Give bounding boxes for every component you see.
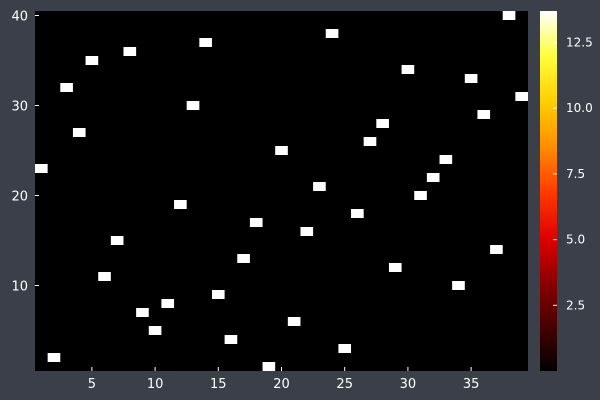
heatmap-cell — [440, 155, 453, 164]
plot-area — [35, 11, 528, 371]
heatmap-cell — [503, 11, 516, 20]
x-tick-label: 10 — [147, 377, 164, 392]
heatmap-cell — [490, 245, 503, 254]
heatmap-cell — [111, 236, 124, 245]
colorbar-tick-label: 2.5 — [566, 298, 585, 312]
heatmap-cell — [73, 128, 86, 137]
heatmap-cell — [212, 290, 225, 299]
heatmap-cell — [477, 110, 490, 119]
heatmap-cell — [364, 137, 377, 146]
y-tick-label: 40 — [11, 10, 28, 25]
y-tick-label: 20 — [11, 190, 28, 205]
x-tick-label: 35 — [463, 377, 480, 392]
heatmap-cell — [515, 92, 528, 101]
heatmap-cell — [98, 272, 111, 281]
x-tick-label: 20 — [273, 377, 290, 392]
heatmap-cell — [300, 227, 313, 236]
heatmap-cell — [326, 29, 339, 38]
heatmap-cell — [465, 74, 478, 83]
colorbar-ticks: 2.5 5.0 7.5 10.0 12.5 — [553, 36, 593, 313]
colorbar-tick-label: 7.5 — [566, 167, 585, 181]
heatmap-cell — [136, 308, 149, 317]
heatmap-cell — [288, 317, 301, 326]
heatmap-cell — [225, 335, 238, 344]
colorbar — [540, 11, 557, 371]
y-tick-label: 10 — [11, 280, 28, 295]
x-tick-label: 30 — [400, 377, 417, 392]
heatmap-cell — [149, 326, 162, 335]
y-tick-label: 30 — [11, 100, 28, 115]
heatmap-cell — [250, 218, 263, 227]
heatmap-cell — [376, 119, 389, 128]
colorbar-tick-label: 5.0 — [566, 233, 585, 247]
heatmap-cell — [427, 173, 440, 182]
heatmap-cell — [60, 83, 73, 92]
heatmap-cell — [313, 182, 326, 191]
heatmap-cell — [263, 362, 276, 371]
x-tick-label: 25 — [336, 377, 353, 392]
colorbar-tick-label: 12.5 — [566, 36, 593, 50]
x-tick-label: 5 — [88, 377, 96, 392]
y-axis-ticks: 10 20 30 40 — [11, 10, 39, 295]
heatmap-cell — [123, 47, 136, 56]
heatmap-cell — [452, 281, 465, 290]
heatmap-cell — [187, 101, 200, 110]
heatmap-cell — [199, 38, 212, 47]
heatmap-cell — [389, 263, 402, 272]
heatmap-cell — [338, 344, 351, 353]
heatmap-cell — [86, 56, 99, 65]
heatmap-cell — [237, 254, 250, 263]
heatmap-cell — [48, 353, 61, 362]
heatmap-cell — [161, 299, 174, 308]
heatmap-cell — [351, 209, 364, 218]
heatmap-cell — [174, 200, 187, 209]
colorbar-tick-label: 10.0 — [566, 101, 593, 115]
heatmap-cell — [275, 146, 288, 155]
heatmap-cell — [414, 191, 427, 200]
heatmap-cell — [402, 65, 415, 74]
x-tick-label: 15 — [210, 377, 227, 392]
heatmap-cell — [35, 164, 48, 173]
